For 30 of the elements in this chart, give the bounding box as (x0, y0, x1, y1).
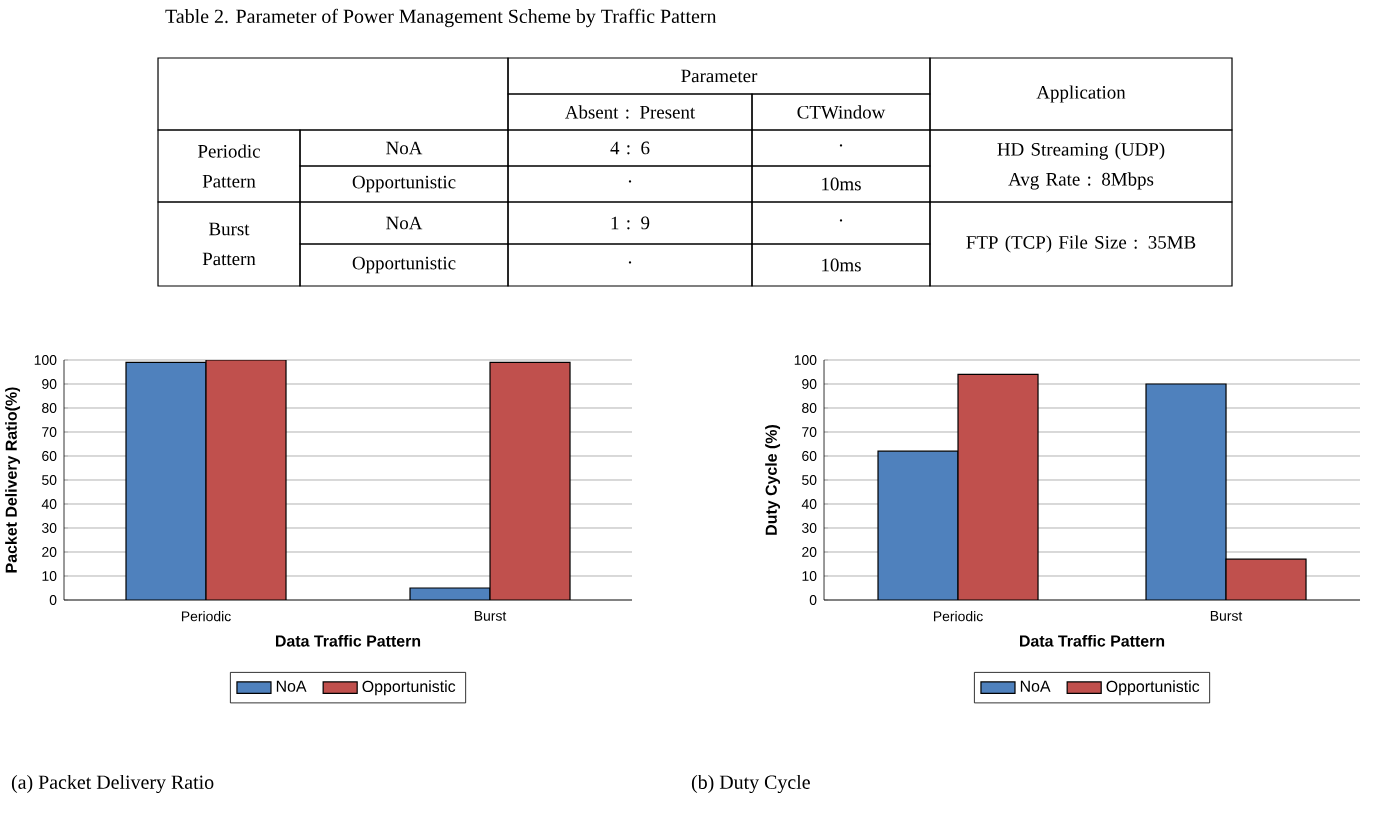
text: 1 : 9 (611, 216, 650, 230)
text: · (628, 261, 632, 264)
text: NoA (386, 216, 423, 230)
text: Opportunistic (352, 256, 456, 274)
text: Application (1036, 85, 1126, 103)
bar (206, 360, 287, 600)
bar (1145, 383, 1227, 600)
text: · (628, 180, 632, 183)
bar (878, 451, 959, 600)
bar (1225, 558, 1307, 600)
text: · (839, 144, 843, 147)
text: Absent : Present (565, 105, 696, 119)
bar (489, 361, 571, 600)
text: 10ms (822, 258, 861, 272)
text: Periodic Pattern (198, 144, 260, 188)
text: FTP (TCP) File Size : 35MB (966, 235, 1196, 253)
text: HD Streaming (UDP) Avg Rate : 8Mbps (997, 142, 1165, 190)
text: CTWindow (797, 105, 886, 119)
text: (a) Packet Delivery Ratio (11, 774, 214, 794)
text: NoA (386, 141, 423, 155)
text: Table 2. Parameter of Power Management Scheme by Traffic Pattern (165, 8, 717, 28)
text: Burst Pattern (202, 222, 256, 266)
bar (126, 362, 207, 600)
text: (b) Duty Cycle (691, 774, 810, 794)
bar (958, 374, 1039, 600)
text: Opportunistic (352, 175, 456, 193)
text: · (839, 219, 843, 222)
text: 4 : 6 (610, 141, 650, 155)
text: 10ms (822, 177, 861, 191)
text: Parameter (681, 69, 758, 83)
